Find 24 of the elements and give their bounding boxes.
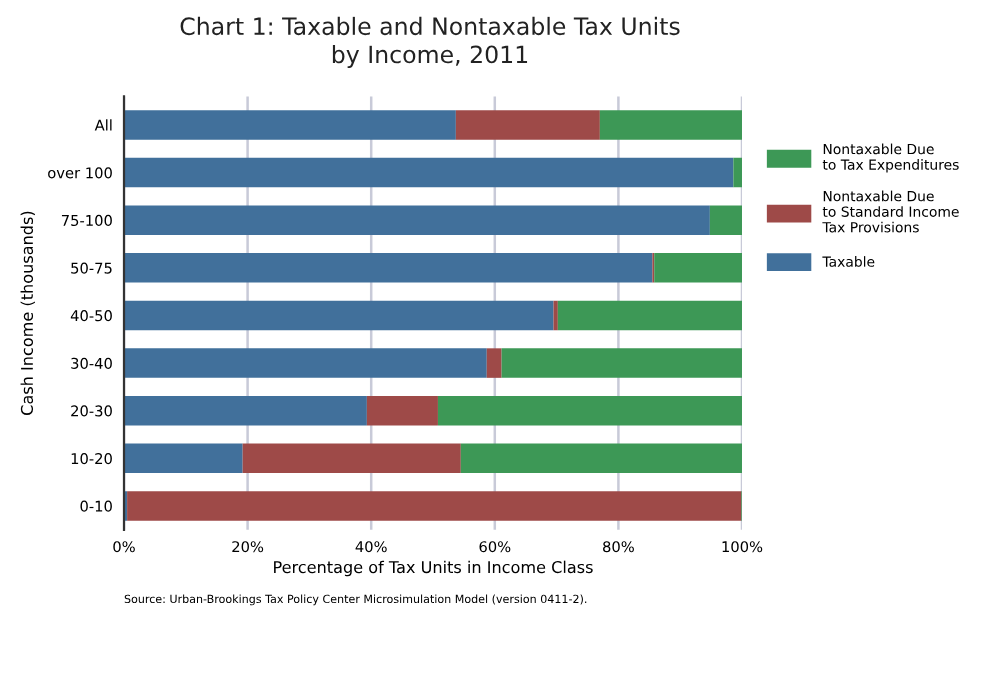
bar (124, 443, 243, 474)
bar (501, 348, 742, 378)
bar (557, 300, 742, 331)
bar (124, 300, 554, 331)
bar (124, 253, 653, 283)
bar (455, 110, 600, 140)
bar (124, 205, 710, 235)
y-axis-title: Cash Income (thousands) (20, 211, 35, 415)
bar (366, 395, 438, 426)
chart-title: Chart 1: Taxable and Nontaxable Tax Units by Income, 2011 (180, 16, 680, 68)
bar (127, 491, 742, 521)
bar (733, 157, 742, 188)
bar (599, 110, 742, 140)
bar (460, 443, 742, 474)
bar (124, 157, 734, 188)
bar (486, 348, 502, 378)
bar (124, 395, 367, 426)
bar (709, 205, 742, 235)
x-axis-title: Percentage of Tax Units in Income Class (274, 560, 593, 577)
bar (437, 395, 742, 426)
bar (242, 443, 461, 474)
bar (124, 348, 487, 378)
bar (654, 253, 742, 283)
bar (124, 110, 456, 140)
